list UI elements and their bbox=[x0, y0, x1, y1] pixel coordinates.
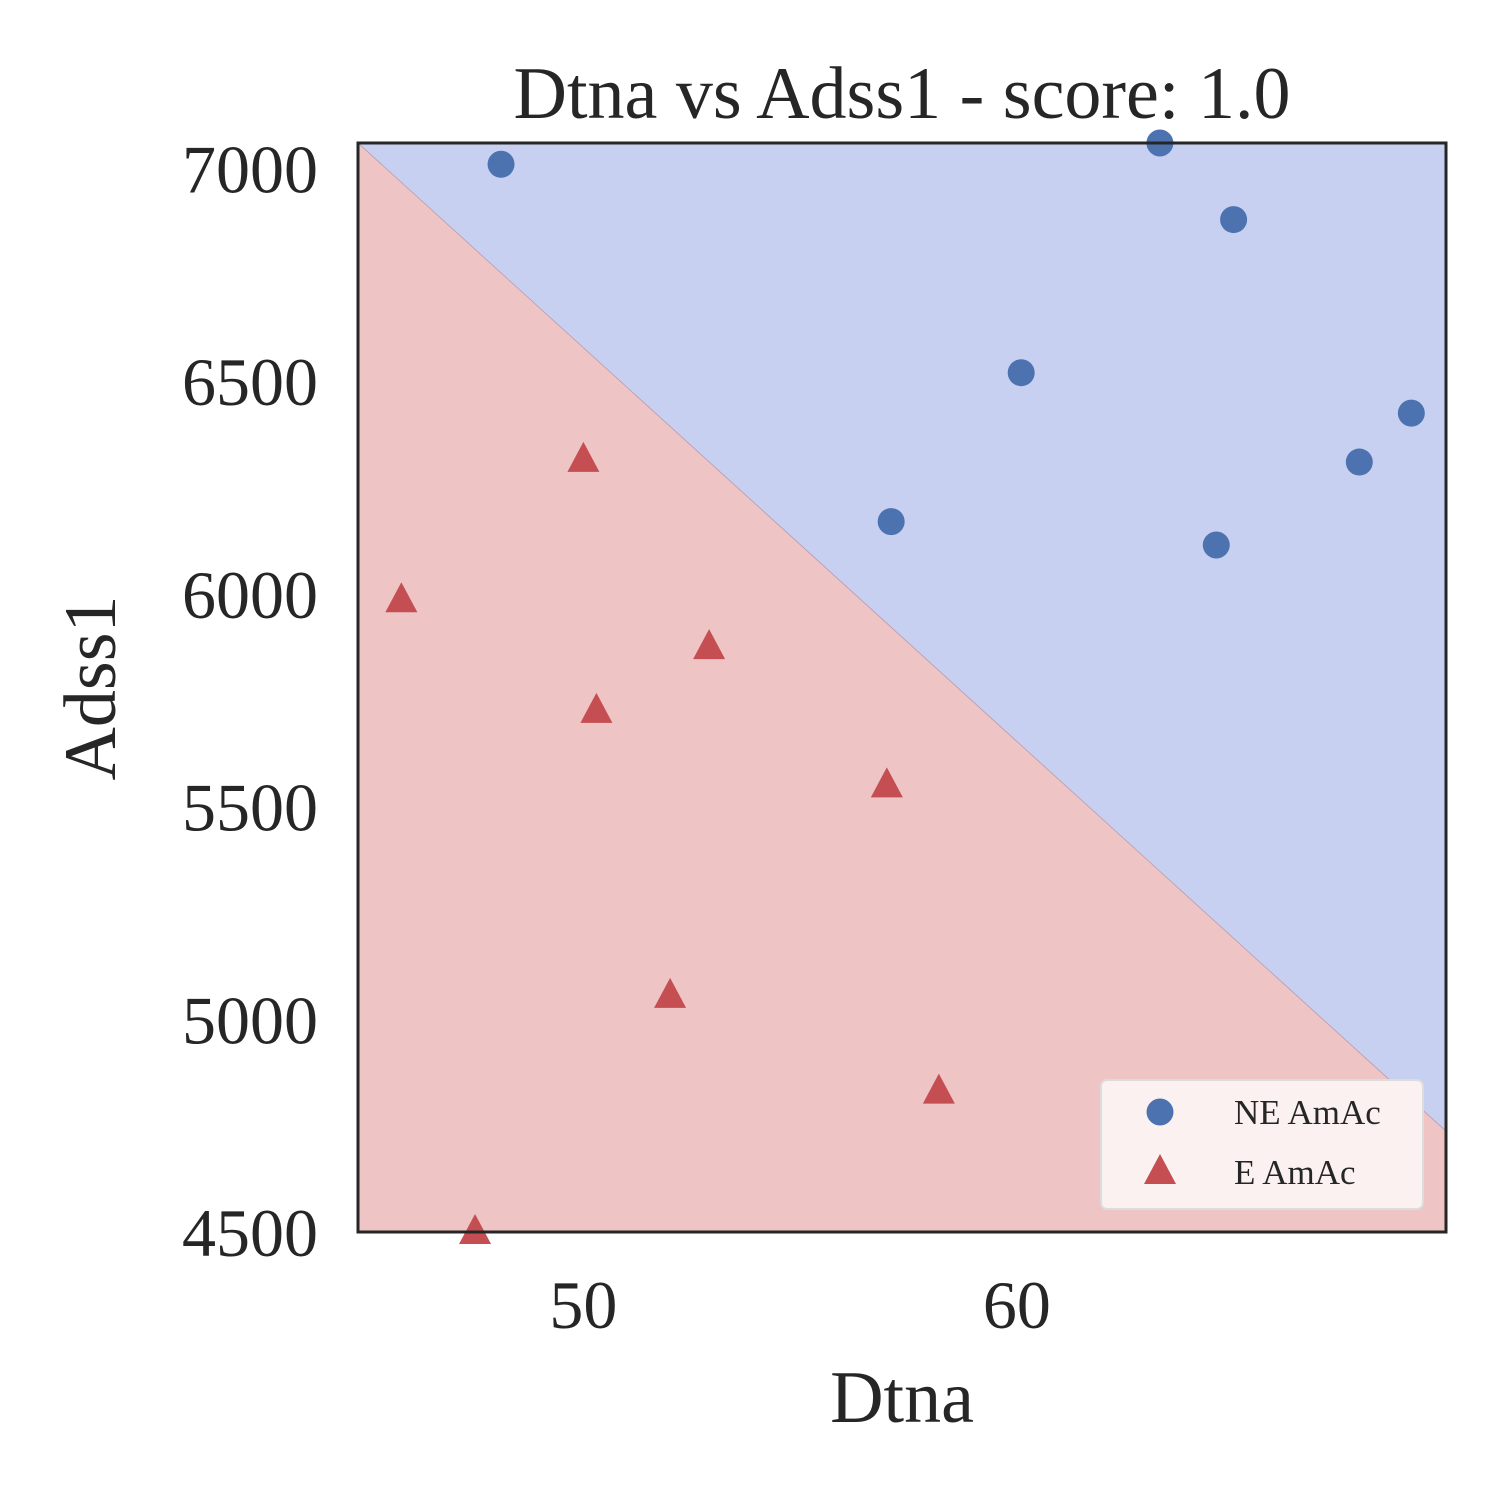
lower-region bbox=[358, 143, 1446, 1232]
data-point-ne-amac bbox=[1007, 359, 1035, 387]
data-point-ne-amac bbox=[487, 150, 515, 178]
decision-regions bbox=[357, 142, 1447, 1232]
data-point-ne-amac bbox=[1202, 531, 1230, 559]
x-tick-label: 50 bbox=[549, 1267, 617, 1343]
data-point-ne-amac bbox=[1397, 399, 1425, 427]
data-point-e-amac bbox=[580, 692, 613, 723]
y-tick-label: 4500 bbox=[182, 1195, 318, 1271]
data-point-ne-amac bbox=[877, 508, 905, 536]
data-point-e-amac bbox=[385, 582, 418, 613]
legend-label: NE AmAc bbox=[1234, 1093, 1381, 1132]
plot-frame bbox=[356, 141, 1448, 1234]
y-tick-label: 5000 bbox=[182, 982, 318, 1058]
data-point-ne-amac bbox=[1220, 206, 1248, 234]
data-point-e-amac bbox=[654, 977, 687, 1008]
legend-circle-icon bbox=[1146, 1098, 1174, 1126]
legend-label: E AmAc bbox=[1234, 1153, 1356, 1192]
x-axis-label: Dtna bbox=[830, 1357, 974, 1439]
y-axis-label: Adss1 bbox=[50, 595, 132, 780]
x-tick-label: 60 bbox=[983, 1267, 1051, 1343]
legend: NE AmAc E AmAc bbox=[1100, 1079, 1424, 1210]
y-tick-label: 6000 bbox=[182, 557, 318, 633]
data-point-e-amac bbox=[693, 629, 726, 660]
legend-box bbox=[1100, 1079, 1424, 1210]
data-point-e-amac bbox=[870, 767, 903, 798]
y-tick-label: 5500 bbox=[182, 770, 318, 846]
data-point-e-amac bbox=[567, 441, 600, 472]
decision-boundary-line bbox=[357, 142, 1447, 1132]
data-point-ne-amac bbox=[1345, 448, 1373, 476]
x-axis-ticks: 50 60 bbox=[549, 1267, 1050, 1343]
data-point-e-amac bbox=[459, 1214, 492, 1244]
data-points bbox=[385, 129, 1425, 1244]
legend-triangle-icon bbox=[1144, 1154, 1176, 1184]
y-tick-label: 6500 bbox=[182, 344, 318, 420]
chart-title: Dtna vs Adss1 - score: 1.0 bbox=[514, 53, 1291, 135]
y-axis-ticks: 4500 5000 5500 6000 6500 7000 bbox=[182, 132, 318, 1271]
data-point-e-amac bbox=[922, 1073, 955, 1104]
y-tick-label: 7000 bbox=[182, 132, 318, 208]
